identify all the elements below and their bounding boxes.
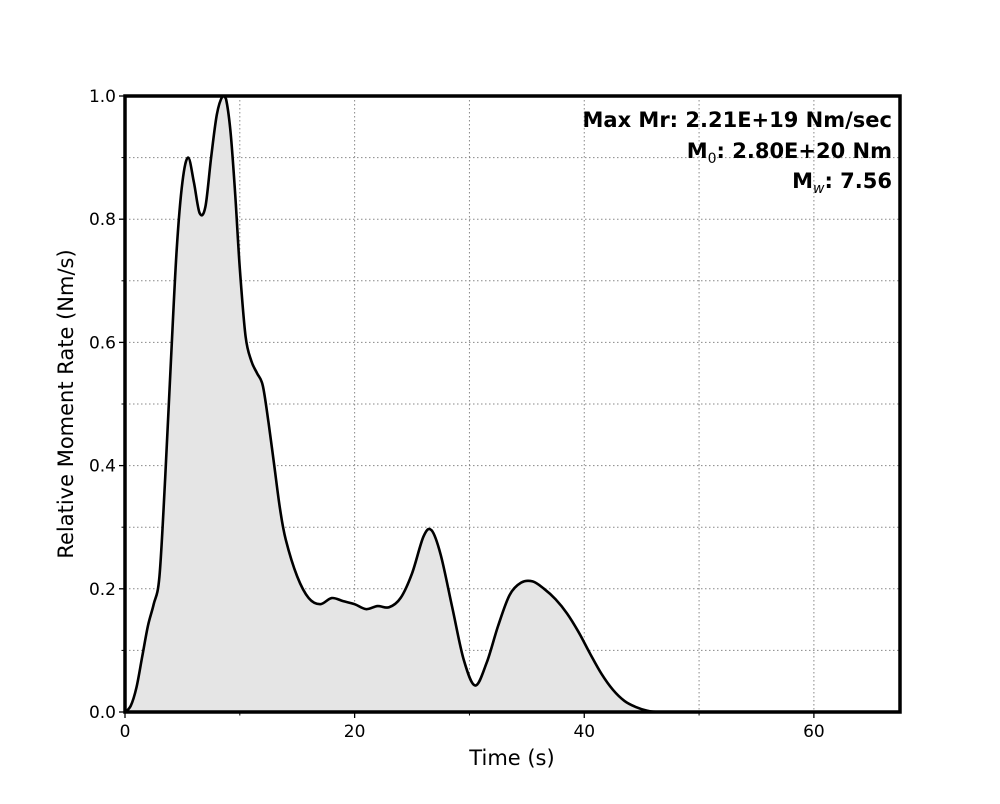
- moment-rate-curve: [124, 94, 900, 714]
- x-tick-label: 0: [120, 722, 131, 742]
- m0-subscript: 0: [708, 151, 717, 167]
- mw-subscript: w: [813, 181, 825, 197]
- x-axis-label: Time (s): [468, 746, 554, 770]
- max-moment-rate-annotation: Max Mr: 2.21E+19 Nm/sec: [583, 108, 893, 132]
- mw-annotation: Mw: 7.56: [792, 169, 892, 197]
- y-tick-label: 0.0: [89, 703, 116, 723]
- x-tick-label: 20: [344, 722, 366, 742]
- moment-rate-area: [125, 96, 900, 712]
- axis-ticks: [119, 95, 815, 718]
- m0-value: : 2.80E+20 Nm: [717, 139, 892, 163]
- mw-value: : 7.56: [824, 169, 892, 193]
- y-tick-label: 0.6: [89, 333, 116, 353]
- x-tick-label: 40: [573, 722, 595, 742]
- y-axis-label: Relative Moment Rate (Nm/s): [54, 249, 78, 558]
- tick-labels: 0 20 40 60 0.0 0.2 0.4 0.6 0.8 1.0: [89, 87, 825, 742]
- y-tick-label: 0.4: [89, 457, 116, 477]
- m0-symbol: M: [687, 139, 708, 163]
- y-tick-label: 0.8: [89, 210, 116, 230]
- x-tick-label: 60: [803, 722, 825, 742]
- mw-symbol: M: [792, 169, 813, 193]
- y-tick-label: 0.2: [89, 580, 116, 600]
- m0-annotation: M0: 2.80E+20 Nm: [687, 139, 892, 167]
- y-tick-label: 1.0: [89, 87, 116, 107]
